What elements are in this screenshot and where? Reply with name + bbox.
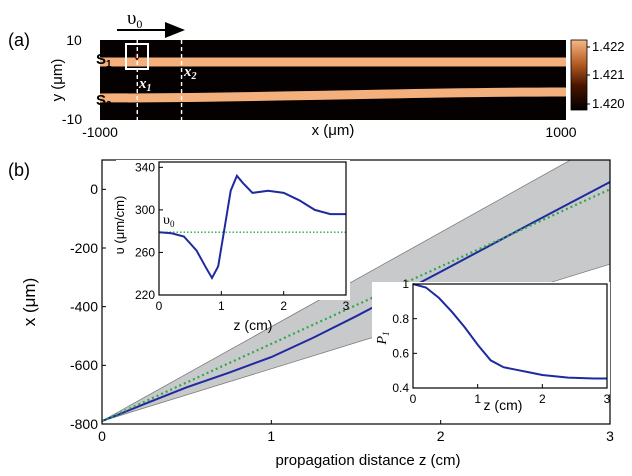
x-tick-label: 1 <box>218 299 225 313</box>
colorbar-tick-label: 1.422 <box>592 39 625 54</box>
x-tick-label: 0 <box>156 299 163 313</box>
inset-probability-curve <box>412 283 607 380</box>
y-tick-label: 260 <box>135 246 155 260</box>
x-tick-label: 0 <box>410 392 417 406</box>
inset-probability-axes: 0 1 2 3 1 0.8 0.6 0.4 <box>392 277 610 406</box>
trajectory-line <box>102 181 610 423</box>
y-tick-label: 0.8 <box>392 312 409 326</box>
inset-velocity-ylabel: υ (μm/cm) <box>112 196 127 255</box>
x-tick-label: 2 <box>437 428 445 444</box>
panel-a-ytick-bottom: -10 <box>62 111 82 127</box>
axes-frame <box>412 283 608 389</box>
colorbar: 1.422 1.421 1.420 <box>570 39 625 111</box>
reference-line <box>102 188 610 423</box>
guide-label-s1: S1 <box>96 51 112 70</box>
y-tick-label: 1 <box>402 277 409 291</box>
velocity-label: υ0 <box>127 8 142 31</box>
colorbar-tick-label: 1.421 <box>592 67 625 82</box>
heatmap-background <box>100 40 566 120</box>
marker-label-x1: x1 <box>138 76 152 94</box>
x-tick-label: 2 <box>280 299 287 313</box>
colorbar-gradient <box>570 39 588 111</box>
panel-a-ylabel: y (μm) <box>49 59 66 102</box>
panel-b-ylabel: x (μm) <box>20 278 39 327</box>
inset-probability-ylabel: P1 <box>375 331 391 345</box>
inset-probability: 0 1 2 3 1 0.8 0.6 0.4 <box>372 277 611 406</box>
panel-a-heatmap: x1 x2 S1 S2 υ0 <box>96 8 566 120</box>
panel-b-xlabel: propagation distance z (cm) <box>275 452 460 469</box>
panel-a-xlabel: x (μm) <box>312 122 355 139</box>
inset-velocity-curve <box>158 173 346 281</box>
inset-velocity-axes: 0 1 2 3 340 300 260 220 <box>135 161 350 313</box>
y-tick-label: 0 <box>90 181 98 197</box>
panel-a-ytick-top: 10 <box>66 32 82 48</box>
x-tick-label: 3 <box>343 299 350 313</box>
panel-a-xtick-right: 1000 <box>545 124 576 140</box>
panel-a-xtick-left: -1000 <box>82 124 118 140</box>
waveguide-s2 <box>100 87 566 103</box>
inset-probability-xlabel: z (cm) <box>484 397 523 413</box>
y-tick-label: -200 <box>70 240 98 256</box>
y-tick-label: -600 <box>70 357 98 373</box>
axes-frame <box>158 161 347 296</box>
inset-probability-backdrop <box>372 282 610 394</box>
y-tick-label: -400 <box>70 299 98 315</box>
inset-velocity: 0 1 2 3 340 300 260 220 υ0 <box>116 160 350 313</box>
x-tick-label: 1 <box>267 428 275 444</box>
x-tick-label: 3 <box>604 392 611 406</box>
x-tick-label: 3 <box>606 428 614 444</box>
colorbar-tick-label: 1.420 <box>592 96 625 111</box>
y-tick-label: 0.6 <box>392 347 409 361</box>
x-tick-label: 1 <box>474 392 481 406</box>
y-tick-label: 220 <box>135 288 155 302</box>
y-tick-label: 0.4 <box>392 381 409 395</box>
waveguide-s1 <box>100 57 566 67</box>
x-tick-label: 2 <box>539 392 546 406</box>
marker-label-x2: x2 <box>183 64 197 82</box>
inset-velocity-xlabel: z (cm) <box>234 317 273 333</box>
panel-b-main-plot: 0 1 2 3 0 -200 -400 -600 -800 <box>70 159 614 444</box>
y-tick-label: 300 <box>135 203 155 217</box>
panel-label-b: (b) <box>8 160 30 180</box>
inset-velocity-backdrop <box>116 160 350 300</box>
y-tick-label: 340 <box>135 161 155 175</box>
y-tick-label: -800 <box>70 416 98 432</box>
uncertainty-band <box>102 160 610 422</box>
x-tick-label: 0 <box>98 428 106 444</box>
guide-label-s2: S2 <box>96 92 112 111</box>
panel-label-a: (a) <box>8 30 30 50</box>
inset-velocity-ref-label: υ0 <box>163 213 175 229</box>
